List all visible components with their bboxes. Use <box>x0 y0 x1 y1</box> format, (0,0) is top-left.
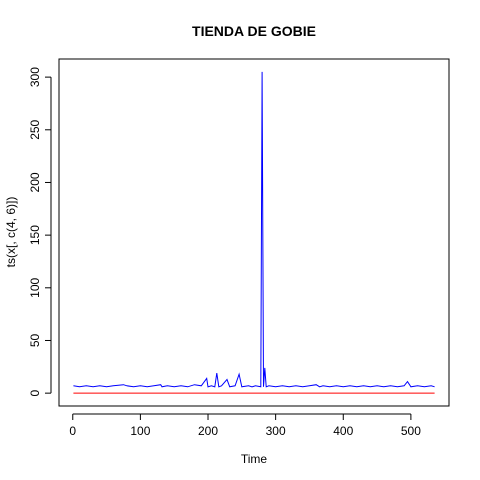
x-axis: 0 100 200 300 400 500 <box>69 413 421 438</box>
chart-title: TIENDA DE GOBIE <box>192 23 316 39</box>
x-tick-label: 400 <box>333 424 353 438</box>
y-tick-label: 150 <box>28 225 42 245</box>
series-line-1 <box>73 71 435 388</box>
y-tick-label: 0 <box>28 389 42 396</box>
x-tick-label: 200 <box>198 424 218 438</box>
x-tick-label: 500 <box>401 424 421 438</box>
y-axis-label: ts(x[, c(4, 6)]) <box>4 197 18 268</box>
y-tick-label: 200 <box>28 172 42 192</box>
plot-frame <box>58 58 450 407</box>
x-tick-label: 100 <box>130 424 150 438</box>
y-tick-label: 50 <box>28 333 42 347</box>
x-tick-label: 0 <box>69 424 76 438</box>
y-tick-label: 100 <box>28 277 42 297</box>
plot-series <box>73 71 435 394</box>
y-tick-label: 250 <box>28 119 42 139</box>
y-tick-label: 300 <box>28 67 42 87</box>
x-axis-label: Time <box>241 452 268 466</box>
y-axis: 0 50 100 150 200 250 300 <box>28 67 52 396</box>
x-tick-label: 300 <box>266 424 286 438</box>
